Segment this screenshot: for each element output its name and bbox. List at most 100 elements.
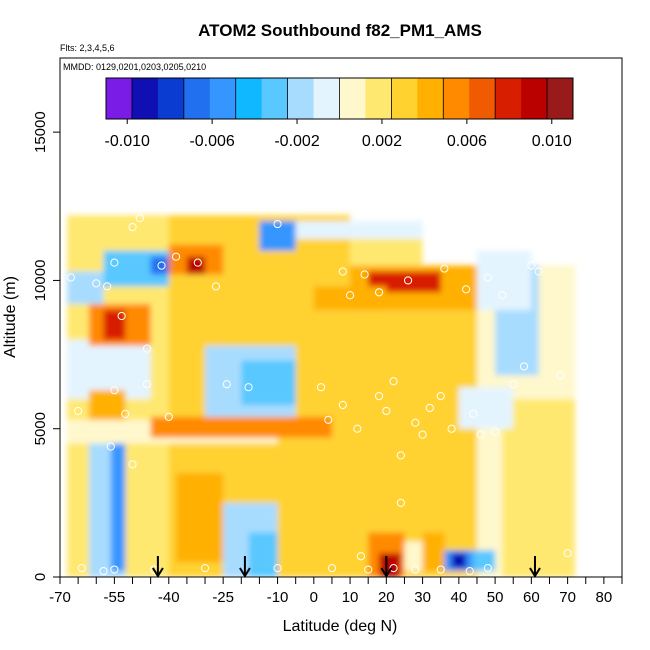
heatmap-cell	[259, 221, 296, 251]
sample-point	[77, 564, 86, 573]
colorbar-swatch	[131, 78, 159, 119]
x-tick-label: 20	[378, 589, 395, 606]
sample-point	[396, 498, 405, 507]
x-tick-label: 30	[414, 589, 431, 606]
heatmap-cell	[241, 360, 296, 405]
colorbar-swatch	[365, 78, 392, 119]
arrow-head	[152, 567, 164, 578]
x-tick-label: -25	[212, 589, 234, 606]
sample-point	[193, 258, 202, 267]
heatmap-cell	[422, 532, 445, 572]
arrow-head	[380, 567, 393, 578]
sample-point	[469, 409, 478, 418]
sample-point	[520, 362, 529, 371]
colorbar-swatch	[209, 78, 237, 119]
colorbar-tick-label: 0.010	[532, 133, 572, 150]
colorbar	[105, 77, 574, 120]
colorbar-swatch	[157, 78, 185, 119]
sample-point	[273, 564, 282, 573]
sample-point	[222, 380, 231, 389]
sample-point	[110, 386, 119, 395]
x-tick-label: -40	[158, 589, 180, 606]
heatmap-cell	[284, 488, 325, 577]
x-tick-label: -10	[267, 589, 289, 606]
colorbar-swatch	[391, 78, 418, 119]
arrow-marker	[152, 556, 164, 578]
colorbar-swatch	[521, 78, 548, 119]
sample-point	[364, 565, 373, 574]
sample-point	[382, 406, 391, 416]
heatmap-cell	[248, 532, 278, 577]
heatmap-cell	[295, 221, 423, 239]
plot-frame	[59, 57, 623, 578]
sample-point	[476, 430, 485, 439]
colorbar-swatch	[313, 78, 340, 119]
sample-point	[440, 264, 449, 273]
sample-point	[273, 219, 282, 229]
heatmap-cell	[350, 339, 441, 474]
y-tick-label: 10000	[32, 260, 49, 302]
sample-point	[425, 403, 434, 413]
sample-point	[411, 418, 420, 427]
sample-point	[164, 412, 173, 421]
sample-point	[99, 566, 108, 576]
colorbar-swatch	[106, 78, 133, 119]
chart-title: ATOM2 Southbound f82_PM1_AMS	[198, 21, 482, 40]
sample-points	[66, 214, 572, 576]
colorbar-ticks: -0.010 -0.006 -0.002 0.002 0.006 0.010	[105, 119, 572, 150]
sample-point	[389, 377, 398, 386]
sample-point	[360, 270, 369, 279]
x-tick-label: 60	[523, 589, 540, 606]
sample-point	[135, 214, 144, 223]
sample-point	[509, 380, 518, 389]
sample-point	[498, 291, 507, 300]
y-tick-label: 0	[32, 573, 49, 581]
sample-point	[411, 565, 420, 574]
sample-point	[461, 285, 471, 294]
colorbar-swatch	[183, 78, 211, 119]
sample-point	[106, 442, 115, 451]
colorbar-swatch	[547, 78, 574, 119]
heatmap-cell	[473, 550, 496, 572]
sample-point	[316, 383, 326, 392]
sample-point	[403, 276, 413, 285]
sample-point	[338, 400, 347, 410]
sample-point	[121, 409, 130, 418]
heatmap-cell	[502, 399, 575, 577]
y-tick-label: 5000	[32, 412, 49, 445]
colorbar-tick-label: -0.006	[189, 133, 234, 150]
colorbar-swatch	[339, 78, 366, 119]
sample-point	[483, 273, 492, 282]
heatmap-field	[67, 215, 575, 577]
sample-point	[465, 566, 474, 576]
x-tick-label: -55	[104, 589, 126, 606]
sample-point	[556, 371, 565, 380]
sample-point	[211, 282, 221, 291]
sample-point	[200, 564, 210, 573]
arrow-head	[239, 567, 251, 578]
sample-point	[244, 383, 253, 392]
colorbar-swatch	[495, 78, 522, 119]
heatmap-cell	[313, 286, 387, 311]
colorbar-tick-label: -0.002	[274, 133, 319, 150]
y-axis-label: Altitude (m)	[2, 276, 19, 358]
colorbar-tick-label: -0.010	[105, 133, 150, 150]
sample-point	[142, 380, 152, 389]
x-tick-label: 40	[450, 589, 467, 606]
sample-point	[563, 549, 572, 558]
colorbar-swatch	[469, 78, 496, 119]
sample-point	[374, 391, 384, 401]
heatmap-cell	[451, 553, 467, 569]
sample-point	[66, 273, 75, 282]
x-tick-label: -70	[49, 589, 71, 606]
sample-point	[527, 261, 536, 270]
sample-point	[92, 279, 101, 288]
sample-point	[117, 311, 126, 321]
sample-point	[142, 344, 152, 353]
arrow-marker	[239, 556, 251, 578]
sample-point	[418, 430, 427, 439]
sample-point	[327, 564, 337, 573]
arrow-head	[529, 567, 541, 578]
x-tick-label: 70	[559, 589, 576, 606]
